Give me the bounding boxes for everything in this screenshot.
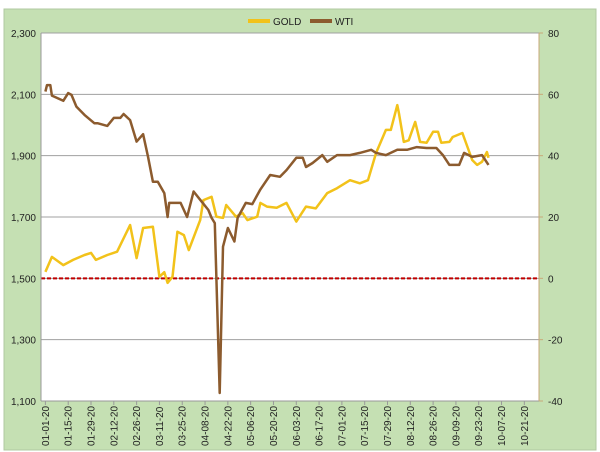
left-axis-ticks: 1,100 1,300 1,500 1,700 1,900 2,100 2,300 xyxy=(11,29,36,408)
x-axis-tick-label: 02-26-20 xyxy=(132,406,143,446)
x-axis-tick-label: 01-29-20 xyxy=(87,406,98,446)
x-axis-tick-label: 08-12-20 xyxy=(406,406,417,446)
x-axis-ticks: 01-01-20 01-15-20 01-29-20 02-12-20 02-26-20… xyxy=(41,400,539,446)
x-axis-tick-label: 07-29-20 xyxy=(383,406,394,446)
right-axis-tick-label: 0 xyxy=(548,274,554,285)
legend: GOLD WTI xyxy=(248,17,353,28)
right-axis-tick-label: 60 xyxy=(548,90,560,101)
x-axis-tick-label: 07-01-20 xyxy=(337,406,348,446)
x-axis-tick-label: 01-01-20 xyxy=(41,406,52,446)
right-axis-tick-label: 40 xyxy=(548,152,560,163)
x-axis-tick-label: 02-12-20 xyxy=(109,406,120,446)
left-axis-tick-label: 2,100 xyxy=(11,90,36,101)
x-axis-tick-label: 06-17-20 xyxy=(315,406,326,446)
x-axis-tick-label: 05-06-20 xyxy=(246,406,257,446)
x-axis-tick-label: 04-22-20 xyxy=(223,406,234,446)
x-axis-tick-label: 10-21-20 xyxy=(520,406,531,446)
x-axis-tick-label: 03-11-20 xyxy=(155,406,166,446)
left-axis-tick-label: 1,300 xyxy=(11,336,36,347)
x-axis-tick-label: 09-09-20 xyxy=(451,406,462,446)
x-axis-tick-label: 01-15-20 xyxy=(64,406,75,446)
right-axis-tick-label: -20 xyxy=(548,336,563,347)
series-lines xyxy=(44,83,490,395)
series-line-wti xyxy=(44,83,490,395)
right-axis-tick-label: -40 xyxy=(548,397,563,408)
left-axis-tick-label: 1,900 xyxy=(11,152,36,163)
x-axis-tick-label: 10-07-20 xyxy=(497,406,508,446)
x-axis-tick-label: 03-25-20 xyxy=(178,406,189,446)
x-axis-tick-label: 09-23-20 xyxy=(474,406,485,446)
x-axis-tick-label: 07-15-20 xyxy=(360,406,371,446)
x-axis-tick-label: 04-08-20 xyxy=(201,406,212,446)
right-axis-tick-label: 20 xyxy=(548,213,560,224)
left-axis-tick-label: 1,100 xyxy=(11,397,36,408)
x-axis-tick-label: 08-26-20 xyxy=(429,406,440,446)
left-axis-tick-label: 2,300 xyxy=(11,29,36,40)
right-axis-tick-label: 80 xyxy=(548,29,560,40)
x-axis-tick-label: 05-20-20 xyxy=(269,406,280,446)
x-axis-tick-label: 06-03-20 xyxy=(292,406,303,446)
left-axis-tick-label: 1,500 xyxy=(11,274,36,285)
series-line-gold xyxy=(44,103,490,285)
left-axis-tick-label: 1,700 xyxy=(11,213,36,224)
right-axis-ticks: -40 -20 0 20 40 60 80 xyxy=(539,29,563,408)
legend-gold-label: GOLD xyxy=(273,17,301,28)
legend-wti-label: WTI xyxy=(335,17,353,28)
